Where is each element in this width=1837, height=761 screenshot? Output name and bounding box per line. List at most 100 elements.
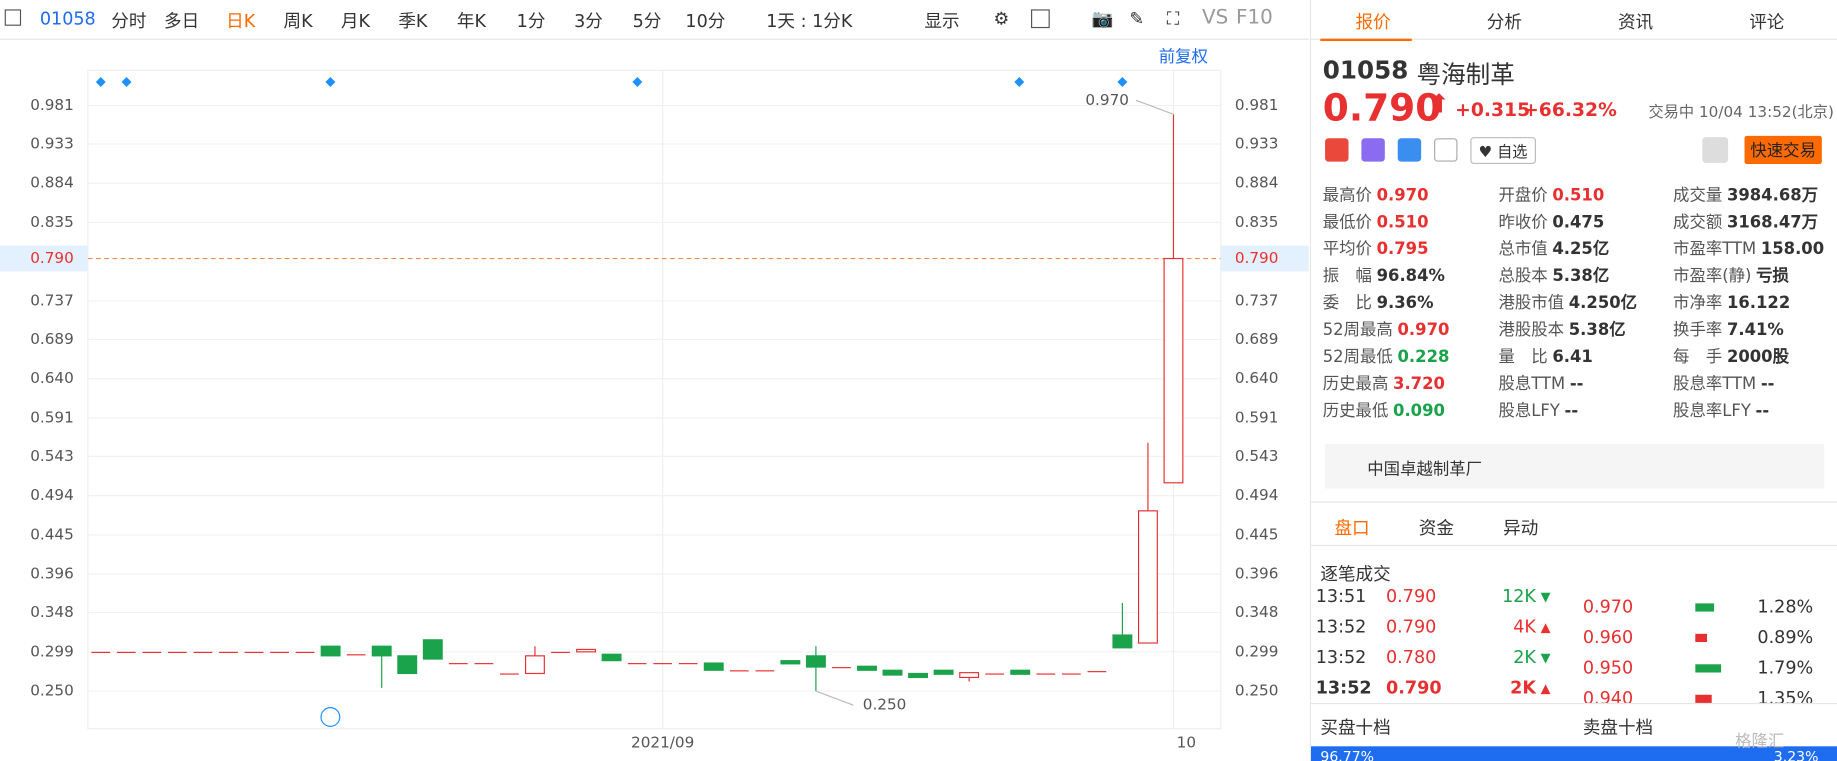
y-tick-label: 0.445 bbox=[30, 525, 74, 543]
candle-body bbox=[1036, 673, 1056, 675]
watchlist-button[interactable]: ♥ 自选 bbox=[1470, 137, 1536, 165]
stat-item: 历史最低 0.090 bbox=[1323, 398, 1445, 421]
period-tab[interactable]: 日K bbox=[226, 10, 256, 32]
event-marker bbox=[632, 77, 643, 87]
stat-label: 昨收价 bbox=[1498, 213, 1548, 232]
toolbar: 01058 分时 多日 日K 周K 月K 季K 年K 1分 3分 5分 10分 1天 : 1分K 显示 VS… bbox=[0, 0, 1309, 40]
icon bbox=[1361, 138, 1385, 162]
candle-body bbox=[627, 663, 647, 665]
trade-arrow: ▼ bbox=[1540, 589, 1551, 605]
stat-label: 最低价 bbox=[1322, 213, 1372, 232]
candle-body bbox=[729, 670, 749, 672]
panel-tab[interactable]: 评论 bbox=[1749, 11, 1785, 33]
candle-body bbox=[320, 645, 341, 657]
stat-item: 换手率 7.41% bbox=[1673, 318, 1784, 341]
period-tab[interactable]: 分时 bbox=[111, 10, 147, 32]
panel-tab[interactable]: 分析 bbox=[1486, 11, 1522, 33]
sub-tab[interactable]: 盘口 bbox=[1334, 517, 1370, 539]
stat-item: 总市值 4.25亿 bbox=[1498, 237, 1609, 260]
stat-label: 股息LFY bbox=[1498, 401, 1560, 421]
candle-body bbox=[244, 651, 264, 654]
stat-label: 52周最高 bbox=[1322, 321, 1393, 340]
sub-tab[interactable]: 异动 bbox=[1503, 517, 1539, 539]
candle-body bbox=[857, 665, 877, 671]
adjust-button[interactable]: 前复权 bbox=[1159, 47, 1208, 66]
bid-title: 买盘十档 bbox=[1320, 717, 1391, 739]
annotation-label: 0.250 bbox=[863, 696, 907, 714]
y-tick-label-right: 0.884 bbox=[1235, 174, 1279, 192]
y-tick-label-right: 0.494 bbox=[1235, 486, 1279, 504]
stat-item: 每 手 2000股 bbox=[1673, 344, 1789, 367]
last-price: 0.790 bbox=[1322, 85, 1442, 131]
candle-body bbox=[1112, 634, 1133, 649]
trade-price: 0.790 bbox=[1386, 677, 1442, 699]
annotation-leader bbox=[815, 690, 854, 706]
trade-time: 13:52 bbox=[1315, 616, 1367, 638]
vs-button[interactable]: VS bbox=[1202, 5, 1229, 30]
trade-status: 交易中 10/04 13:52(北京) bbox=[1648, 104, 1834, 122]
stat-label: 成交量 bbox=[1673, 186, 1723, 206]
trade-price: 0.780 bbox=[1386, 646, 1437, 668]
icon bbox=[1434, 138, 1458, 162]
panel-tab[interactable]: 资讯 bbox=[1617, 11, 1654, 33]
stock-code[interactable]: 01058 bbox=[39, 8, 96, 30]
fullscreen-icon[interactable]: ⛶ bbox=[1166, 8, 1180, 30]
y-tick-label-right: 0.299 bbox=[1235, 642, 1279, 660]
panel-tab[interactable]: 报价 bbox=[1355, 11, 1391, 33]
stat-item: 52周最高 0.970 bbox=[1323, 318, 1450, 341]
stat-value: 0.510 bbox=[1376, 213, 1429, 232]
stat-label: 港股股本 bbox=[1498, 321, 1565, 340]
settings-icon[interactable]: ⚙ bbox=[993, 8, 1010, 30]
stat-value: 4.25亿 bbox=[1552, 240, 1610, 259]
period-tab[interactable]: 5分 bbox=[632, 10, 662, 32]
stat-label: 市盈率(静) bbox=[1673, 267, 1752, 286]
period-tab[interactable]: 月K bbox=[340, 10, 371, 32]
stat-value: 7.41% bbox=[1726, 321, 1784, 340]
period-select[interactable]: 1天 : 1分K bbox=[766, 10, 853, 32]
trade-volume: 2K bbox=[1510, 677, 1536, 699]
period-tab[interactable]: 季K bbox=[398, 10, 428, 32]
stat-value: 3984.68万 bbox=[1726, 186, 1819, 206]
book-header bbox=[1311, 702, 1837, 747]
stat-label: 52周最低 bbox=[1322, 347, 1393, 367]
y-tick-label: 0.981 bbox=[30, 96, 74, 114]
menu-icon[interactable] bbox=[4, 9, 22, 26]
stat-item: 昨收价 0.475 bbox=[1498, 210, 1604, 233]
sub-tab[interactable]: 资金 bbox=[1418, 517, 1454, 539]
y-tick-label: 0.250 bbox=[30, 682, 74, 700]
f10-button[interactable]: F10 bbox=[1236, 5, 1273, 30]
checkbox-icon[interactable] bbox=[1031, 9, 1050, 29]
quick-trade-button[interactable]: 快速交易 bbox=[1744, 135, 1822, 165]
candle-body bbox=[805, 655, 826, 668]
candle-body bbox=[474, 663, 494, 665]
stat-value: 5.38亿 bbox=[1552, 267, 1610, 286]
stat-value: 2000股 bbox=[1726, 347, 1789, 367]
period-tab[interactable]: 周K bbox=[283, 10, 313, 32]
period-tab[interactable]: 10分 bbox=[685, 10, 726, 32]
candle-body bbox=[422, 639, 443, 660]
trade-arrow: ▲ bbox=[1540, 619, 1551, 636]
dist-pct: 1.79% bbox=[1757, 657, 1814, 679]
display-select[interactable]: 显示 bbox=[924, 10, 960, 32]
price-change: +0.315 bbox=[1455, 98, 1531, 121]
period-tab[interactable]: 多日 bbox=[164, 10, 200, 32]
candle-body bbox=[678, 663, 698, 665]
candle-body bbox=[780, 660, 801, 665]
draw-icon[interactable]: ✎ bbox=[1129, 8, 1145, 30]
y-tick-label-right: 0.591 bbox=[1235, 408, 1279, 426]
stat-item: 市净率 16.122 bbox=[1673, 291, 1790, 314]
stat-item: 总股本 5.38亿 bbox=[1498, 264, 1609, 287]
period-tab[interactable]: 年K bbox=[456, 10, 487, 32]
alert-icon[interactable] bbox=[1702, 137, 1729, 163]
candle-body bbox=[295, 651, 315, 654]
dist-price: 0.960 bbox=[1582, 626, 1634, 648]
period-tab[interactable]: 3分 bbox=[574, 10, 603, 32]
stat-item: 52周最低 0.228 bbox=[1323, 344, 1450, 367]
camera-icon[interactable]: 📷 bbox=[1091, 8, 1114, 30]
trade-arrow: ▲ bbox=[1540, 680, 1551, 696]
period-tab[interactable]: 1分 bbox=[516, 10, 546, 32]
y-tick-label-right: 0.348 bbox=[1235, 603, 1279, 621]
stat-label: 换手率 bbox=[1673, 321, 1723, 340]
quote-panel: 报价 分析 资讯 评论 01058 粤海制革 0.790 ⬆ +0.315 +66.3… bbox=[1309, 0, 1837, 761]
y-tick-label: 0.348 bbox=[30, 603, 74, 621]
